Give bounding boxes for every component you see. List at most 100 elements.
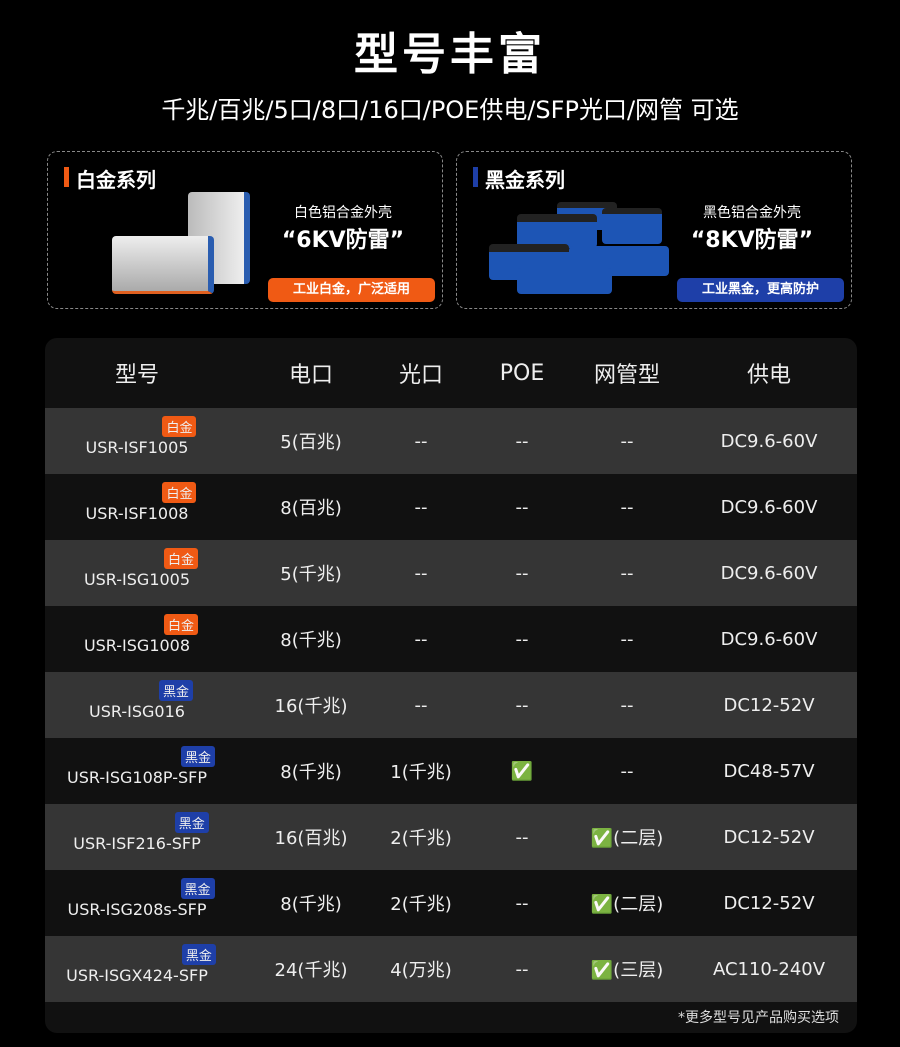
model-name: USR-ISF216-SFP	[73, 833, 201, 853]
table-row: USR-ISF216-SFP 黑金 16(百兆) 2(千兆) -- ✅(二层) DC12-5…	[45, 804, 857, 870]
series-badge: 白金	[164, 614, 199, 635]
power-supply-cell: DC12-52V	[723, 826, 815, 848]
model-cell: USR-ISGX424-SFP 黑金	[66, 936, 216, 1002]
model-cell: USR-ISG208s-SFP 黑金	[67, 870, 215, 936]
poe-cell: --	[515, 496, 529, 518]
ethernet-ports-cell: 24(千兆)	[274, 960, 348, 981]
model-name: USR-ISG208s-SFP	[67, 899, 207, 919]
model-cell: USR-ISG108P-SFP 黑金	[67, 738, 215, 804]
power-supply-cell: DC9.6-60V	[720, 628, 818, 650]
optical-ports-cell: --	[414, 562, 428, 584]
ethernet-ports-cell: 5(千兆)	[280, 564, 342, 585]
poe-cell: --	[515, 958, 529, 980]
table-row: USR-ISF1008 白金 8(百兆) -- -- -- DC9.6-60V	[45, 474, 857, 540]
power-supply-cell: DC12-52V	[723, 694, 815, 716]
table-row: USR-ISG016 黑金 16(千兆) -- -- -- DC12-52V	[45, 672, 857, 738]
series-badge: 黑金	[180, 878, 215, 899]
table-row: USR-ISG1005 白金 5(千兆) -- -- -- DC9.6-60V	[45, 540, 857, 606]
power-supply-cell: DC9.6-60V	[720, 496, 818, 518]
series-desc: 白色铝合金外壳	[294, 205, 392, 221]
managed-cell: --	[620, 760, 634, 782]
managed-cell: --	[620, 694, 634, 716]
model-name: USR-ISG1008	[83, 635, 191, 655]
model-cell: USR-ISG1008 白金	[77, 606, 199, 672]
optical-ports-cell: --	[414, 496, 428, 518]
poe-cell: --	[515, 826, 529, 848]
ethernet-ports-cell: 8(千兆)	[280, 630, 342, 651]
optical-ports-cell: 2(千兆)	[390, 828, 452, 849]
ethernet-ports-cell: 8(千兆)	[280, 894, 342, 915]
table-row: USR-ISG1008 白金 8(千兆) -- -- -- DC9.6-60V	[45, 606, 857, 672]
power-supply-cell: DC12-52V	[723, 892, 815, 914]
optical-ports-cell: 2(千兆)	[390, 894, 452, 915]
model-cell: USR-ISG1005 白金	[77, 540, 199, 606]
table-row: USR-ISGX424-SFP 黑金 24(千兆) 4(万兆) -- ✅(三层) AC110…	[45, 936, 857, 1002]
series-tag: 工业白金，广泛适用	[268, 278, 435, 302]
ethernet-ports-cell: 16(百兆)	[274, 828, 348, 849]
poe-cell: ✅	[510, 760, 534, 782]
model-comparison-table: 型号 电口 光口 POE 网管型 供电 USR-ISF1005 白金 5(百兆) -- -- -- D…	[45, 338, 857, 1033]
series-badge: 白金	[164, 548, 199, 569]
model-name: USR-ISG1005	[83, 569, 191, 589]
column-header: 型号	[114, 363, 159, 388]
table-note: *更多型号见产品购买选项	[678, 1010, 839, 1026]
page-title: 型号丰富	[354, 29, 546, 80]
series-name: 白金系列	[64, 164, 156, 193]
column-header: 电口	[288, 363, 333, 388]
table-row: USR-ISF1005 白金 5(百兆) -- -- -- DC9.6-60V	[45, 408, 857, 474]
model-cell: USR-ISF216-SFP 黑金	[73, 804, 209, 870]
poe-cell: --	[515, 892, 529, 914]
power-supply-cell: DC48-57V	[723, 760, 815, 782]
managed-cell: --	[620, 430, 634, 452]
column-header: 光口	[398, 363, 443, 388]
black-gold-series-card: 黑金系列 黑色铝合金外壳 “8KV防雷” 工业黑金，更高防护	[456, 151, 852, 309]
model-name: USR-ISF1008	[85, 503, 189, 523]
power-supply-cell: AC110-240V	[712, 958, 826, 980]
power-supply-cell: DC9.6-60V	[720, 430, 818, 452]
optical-ports-cell: --	[414, 628, 428, 650]
power-supply-cell: DC9.6-60V	[720, 562, 818, 584]
model-name: USR-ISG016	[89, 701, 185, 721]
series-desc: 黑色铝合金外壳	[703, 205, 801, 221]
series-badge: 黑金	[158, 680, 193, 701]
column-header: 网管型	[593, 363, 660, 388]
series-name: 黑金系列	[473, 164, 565, 193]
managed-cell: ✅(二层)	[590, 894, 664, 915]
managed-cell: ✅(三层)	[590, 960, 664, 981]
poe-cell: --	[515, 628, 529, 650]
ethernet-ports-cell: 8(百兆)	[280, 498, 342, 519]
table-row: USR-ISG108P-SFP 黑金 8(千兆) 1(千兆) ✅ -- DC48-57V	[45, 738, 857, 804]
managed-cell: --	[620, 562, 634, 584]
series-tag: 工业黑金，更高防护	[677, 278, 844, 302]
model-cell: USR-ISF1008 白金	[77, 474, 197, 540]
table-header: 型号 电口 光口 POE 网管型 供电	[45, 338, 857, 408]
series-highlight: “8KV防雷”	[690, 228, 814, 253]
series-badge: 白金	[162, 416, 197, 437]
ethernet-ports-cell: 16(千兆)	[274, 696, 348, 717]
model-name: USR-ISF1005	[85, 437, 189, 457]
optical-ports-cell: 1(千兆)	[390, 762, 452, 783]
model-name: USR-ISG108P-SFP	[67, 767, 207, 787]
poe-cell: --	[515, 430, 529, 452]
optical-ports-cell: 4(万兆)	[390, 960, 452, 981]
model-cell: USR-ISF1005 白金	[77, 408, 197, 474]
series-highlight: “6KV防雷”	[281, 228, 405, 253]
page-subtitle: 千兆/百兆/5口/8口/16口/POE供电/SFP光口/网管 可选	[161, 96, 739, 124]
managed-cell: --	[620, 628, 634, 650]
optical-ports-cell: --	[414, 430, 428, 452]
series-badge: 黑金	[180, 746, 215, 767]
managed-cell: ✅(二层)	[590, 828, 664, 849]
ethernet-ports-cell: 8(千兆)	[280, 762, 342, 783]
column-header: 供电	[746, 363, 791, 388]
series-badge: 白金	[162, 482, 197, 503]
poe-cell: --	[515, 694, 529, 716]
series-badge: 黑金	[174, 812, 209, 833]
ethernet-ports-cell: 5(百兆)	[280, 432, 342, 453]
optical-ports-cell: --	[414, 694, 428, 716]
managed-cell: --	[620, 496, 634, 518]
platinum-series-card: 白金系列 白色铝合金外壳 “6KV防雷” 工业白金，广泛适用	[47, 151, 443, 309]
model-name: USR-ISGX424-SFP	[66, 965, 208, 985]
column-header: POE	[499, 360, 545, 386]
table-row: USR-ISG208s-SFP 黑金 8(千兆) 2(千兆) -- ✅(二层) DC12-5…	[45, 870, 857, 936]
series-badge: 黑金	[181, 944, 216, 965]
